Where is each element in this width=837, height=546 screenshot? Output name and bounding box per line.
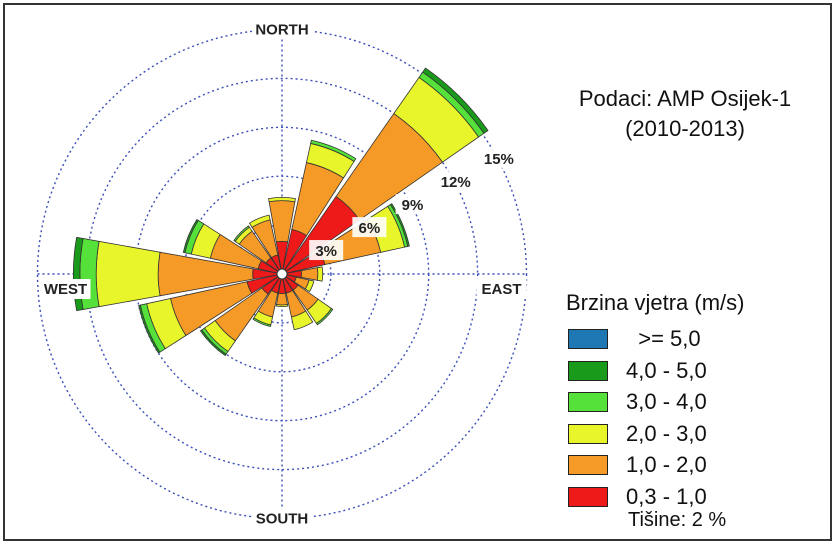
legend-swatch xyxy=(568,423,608,444)
ring-label-5: 15% xyxy=(481,148,516,169)
calm-percentage: Tišine: 2 % xyxy=(628,509,727,531)
legend-item: 2,0 - 3,0 xyxy=(568,421,707,447)
ring-label-1: 3% xyxy=(309,240,344,261)
svg-text:WEST: WEST xyxy=(44,281,87,298)
legend-item: 3,0 - 4,0 xyxy=(568,389,707,415)
calm-center xyxy=(276,268,288,280)
petal-SSE-bin-3 xyxy=(290,310,314,331)
legend-item: 4,0 - 5,0 xyxy=(568,358,707,384)
petal-ENE-bin-5 xyxy=(389,203,410,247)
legend-label: 4,0 - 5,0 xyxy=(626,357,707,383)
petal-SW-bin-5 xyxy=(199,329,227,357)
petal-W-bin-3 xyxy=(95,240,161,308)
data-source-title: Podaci: AMP Osijek-1 xyxy=(578,86,792,111)
legend-title: Brzina vjetra (m/s) xyxy=(566,290,745,315)
ring-label-3: 9% xyxy=(395,194,430,215)
ring-label-2: 6% xyxy=(352,217,387,238)
petal-N-bin-3 xyxy=(268,196,296,203)
compass-south: SOUTH xyxy=(252,508,312,529)
svg-text:3%: 3% xyxy=(315,243,337,260)
petal-NNW-bin-3 xyxy=(248,214,271,228)
petal-ESE-bin-3 xyxy=(304,279,315,293)
legend-item: 0,3 - 1,0 xyxy=(568,484,707,510)
legend-label: 0,3 - 1,0 xyxy=(626,483,707,509)
legend-item: >= 5,0 xyxy=(568,326,701,352)
legend-swatch xyxy=(568,329,608,349)
svg-text:15%: 15% xyxy=(484,151,514,168)
svg-text:12%: 12% xyxy=(441,174,471,191)
legend-swatch xyxy=(568,486,608,507)
legend-item: 1,0 - 2,0 xyxy=(568,452,707,478)
legend-label: 3,0 - 4,0 xyxy=(626,389,707,414)
svg-text:NORTH: NORTH xyxy=(255,22,308,39)
legend-swatch xyxy=(568,360,608,381)
svg-text:6%: 6% xyxy=(359,220,381,237)
petal-NNE-bin-4 xyxy=(310,139,357,162)
legend-label: 1,0 - 2,0 xyxy=(626,452,707,477)
compass-labels: NORTH SOUTH WEST EAST xyxy=(40,19,527,529)
petal-NE-bin-5 xyxy=(422,67,489,134)
legend-swatch xyxy=(568,392,608,412)
petal-WSW-bin-5 xyxy=(138,304,161,354)
legend-label: 2,0 - 3,0 xyxy=(626,420,707,446)
legend-swatch xyxy=(568,455,608,475)
ring-label-4: 12% xyxy=(438,171,473,192)
svg-text:9%: 9% xyxy=(402,197,424,214)
compass-west: WEST xyxy=(40,279,91,299)
petal-SE-bin-4 xyxy=(315,307,334,326)
petal-S-bin-3 xyxy=(275,304,289,307)
petal-S-bin-2 xyxy=(276,292,288,306)
svg-text:EAST: EAST xyxy=(481,281,521,298)
svg-text:SOUTH: SOUTH xyxy=(256,511,309,528)
legend-label: >= 5,0 xyxy=(626,326,701,351)
petal-WNW-bin-5 xyxy=(182,218,199,254)
petal-SSW-bin-4 xyxy=(252,317,272,328)
compass-east: EAST xyxy=(476,279,527,299)
compass-north: NORTH xyxy=(252,19,312,40)
petal-E-bin-3 xyxy=(316,266,324,282)
petal-NW-bin-4 xyxy=(233,225,250,242)
ring-labels: 3% 6% 9% 12% 15% xyxy=(309,148,516,261)
data-period: (2010-2013) xyxy=(625,116,745,141)
